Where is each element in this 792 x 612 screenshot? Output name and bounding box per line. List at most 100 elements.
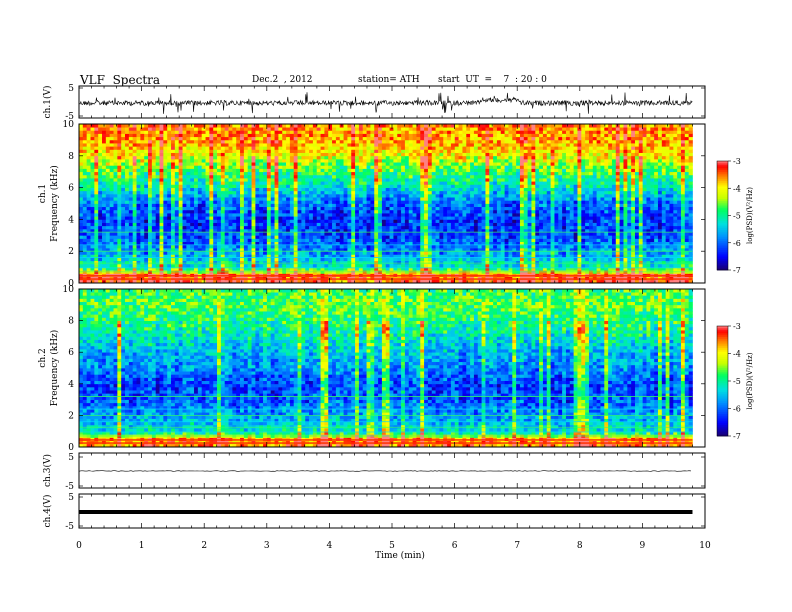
ch1-spectrogram-cell xyxy=(286,267,291,271)
ch1-spectrogram-cell xyxy=(320,279,325,284)
ch1-spectrogram-cell xyxy=(240,206,245,211)
ch1-spectrogram-cell xyxy=(435,257,440,262)
ch1-spectrogram-cell xyxy=(470,235,475,239)
ch1-spectrogram-cell xyxy=(539,267,544,271)
ch1-spectrogram-cell xyxy=(489,200,494,204)
ch1-spectrogram-cell xyxy=(454,260,459,265)
ch1-spectrogram-cell xyxy=(228,190,233,195)
ch1-spectrogram-cell xyxy=(171,228,176,233)
ch1-spectrogram-cell xyxy=(657,209,663,214)
ch1-spectrogram-cell xyxy=(562,232,567,236)
ch1-spectrogram-cell xyxy=(125,238,130,243)
ch1-spectrogram-cell xyxy=(270,279,275,284)
ch1-spectrogram-cell xyxy=(669,225,674,230)
ch1-spectrogram-cell xyxy=(247,257,252,262)
ch1-spectrogram-cell xyxy=(144,209,149,214)
ch1-spectrogram-cell xyxy=(301,206,306,211)
ch1-spectrogram-cell xyxy=(163,219,168,223)
ch1-spectrogram-cell xyxy=(102,213,107,217)
ch1-spectrogram-cell xyxy=(90,263,95,268)
ch1-spectrogram-cell xyxy=(431,235,436,239)
ch1-spectrogram-cell xyxy=(539,241,544,246)
ch1-spectrogram-cell xyxy=(186,263,191,268)
ch1-spectrogram-cell xyxy=(240,251,245,255)
ch1-spectrogram-cell xyxy=(581,263,586,268)
ch1-spectrogram-cell xyxy=(240,228,245,233)
ch1-spectrogram-cell xyxy=(608,187,613,192)
ch1-spectrogram-cell xyxy=(82,209,88,214)
ch1-spectrogram-cell xyxy=(282,232,287,236)
ch1-spectrogram-cell xyxy=(374,257,379,262)
ch1-spectrogram-cell xyxy=(358,209,364,214)
ch1-spectrogram-cell xyxy=(335,257,341,262)
ch1-spectrogram-cell xyxy=(519,232,525,236)
ch1-spectrogram-cell xyxy=(477,248,482,252)
ch1-spectrogram-cell xyxy=(159,235,164,239)
ch1-spectrogram-cell xyxy=(102,263,107,268)
ch1-spectrogram-cell xyxy=(167,197,172,201)
ch1-spectrogram-cell xyxy=(470,187,475,192)
ch1-spectrogram-cell xyxy=(339,260,344,265)
ch1-spectrogram-cell xyxy=(477,193,482,198)
ch1-spectrogram-cell xyxy=(182,209,187,214)
ch1-spectrogram-cell xyxy=(546,216,551,220)
ch1-spectrogram-cell xyxy=(397,190,402,195)
ch1-spectrogram-cell xyxy=(631,254,636,258)
ch1-spectrogram-cell xyxy=(213,257,218,262)
ch1-spectrogram-cell xyxy=(508,203,513,208)
ch1-spectrogram-cell xyxy=(424,216,429,220)
ch1-spectrogram-cell xyxy=(289,232,295,236)
ch1-spectrogram-cell xyxy=(581,257,586,262)
ch1-spectrogram-cell xyxy=(362,241,367,246)
ch1-spectrogram-cell xyxy=(677,200,682,204)
ch1-spectrogram-cell xyxy=(140,222,145,227)
ch1-spectrogram-cell xyxy=(213,187,218,192)
ch1-spectrogram-cell xyxy=(347,225,352,230)
ch1-spectrogram-cell xyxy=(489,251,494,255)
ch1-spectrogram-cell xyxy=(247,197,252,201)
ch1-spectrogram-cell xyxy=(247,209,252,214)
ch1-spectrogram-cell xyxy=(565,267,571,271)
ch1-spectrogram-cell xyxy=(427,254,433,258)
ch1-spectrogram-cell xyxy=(454,263,459,268)
ch1-spectrogram-cell xyxy=(297,206,302,211)
ch1-spectrogram-cell xyxy=(485,203,490,208)
ch1-spectrogram-cell xyxy=(420,213,425,217)
ch1-spectrogram-cell xyxy=(274,209,279,214)
ch1-spectrogram-cell xyxy=(404,197,410,201)
ch1-spectrogram-cell xyxy=(297,257,302,262)
ch1-spectrogram-cell xyxy=(562,213,567,217)
ch1-spectrogram-cell xyxy=(531,193,536,198)
ch1-spectrogram-cell xyxy=(247,254,252,258)
ch1-spectrogram-cell xyxy=(293,200,298,204)
ch1-spectrogram-cell xyxy=(366,222,371,227)
ch1-spectrogram-cell xyxy=(312,254,318,258)
ch1-spectrogram-cell xyxy=(144,184,149,188)
ch1-spectrogram-cell xyxy=(424,257,429,262)
ch1-spectrogram-cell xyxy=(454,244,459,249)
ch1-spectrogram-cell xyxy=(163,260,168,265)
ch1-spectrogram-cell xyxy=(224,235,229,239)
ch1-spectrogram-cell xyxy=(473,193,479,198)
ch1-spectrogram-cell xyxy=(516,235,521,239)
ch1-spectrogram-cell xyxy=(535,228,540,233)
ch1-spectrogram-cell xyxy=(378,279,383,284)
ch1-spectrogram-cell xyxy=(416,232,421,236)
ch1-spectrogram-cell xyxy=(151,222,157,227)
ch1-spectrogram-cell xyxy=(316,216,321,220)
ch1-spectrogram-cell xyxy=(86,193,91,198)
ch1-spectrogram-cell xyxy=(159,232,164,236)
ch1-spectrogram-cell xyxy=(439,251,444,255)
ch1-spectrogram-cell xyxy=(355,203,360,208)
ch1-spectrogram-cell xyxy=(554,279,559,284)
ch1-spectrogram-cell xyxy=(447,238,452,243)
ch1-spectrogram-cell xyxy=(381,260,387,265)
ch1-spectrogram-cell xyxy=(335,254,341,258)
ch1-spectrogram-cell xyxy=(155,197,160,201)
ch1-spectrogram-cell xyxy=(439,279,444,284)
ch1-spectrogram-cell xyxy=(623,241,628,246)
ch1-spectrogram-cell xyxy=(558,187,563,192)
ch1-spectrogram-cell xyxy=(427,187,433,192)
ch1-spectrogram-cell xyxy=(362,203,367,208)
ch1-spectrogram-cell xyxy=(113,238,118,243)
